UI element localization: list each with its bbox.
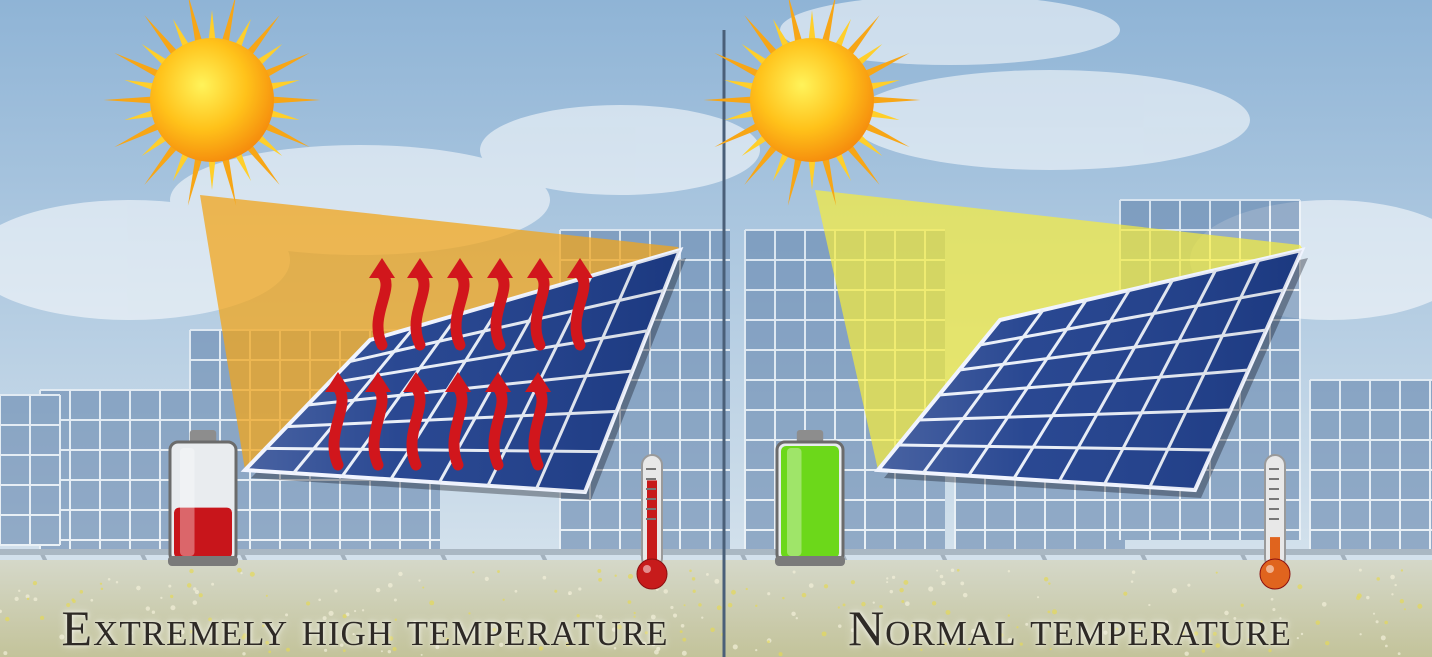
heat-arrow-icon xyxy=(490,268,510,351)
thermometer-icon xyxy=(1259,454,1291,590)
heat-arrow-icon xyxy=(372,268,392,351)
battery-level xyxy=(174,507,232,558)
heat-arrow-icon xyxy=(570,268,590,351)
battery-icon xyxy=(168,430,238,566)
thermometer-level xyxy=(1270,537,1280,568)
sun-disc xyxy=(150,38,274,162)
sun-icon xyxy=(703,0,921,206)
ground-flowers xyxy=(0,567,1423,657)
heat-arrow-icon xyxy=(528,382,548,471)
left-panel xyxy=(103,0,686,590)
heat-arrow-icon xyxy=(410,268,430,351)
battery-level xyxy=(781,446,839,558)
sun-icon xyxy=(103,0,321,206)
right-panel xyxy=(703,0,1308,590)
heat-arrow-icon xyxy=(328,382,348,471)
sun-disc xyxy=(750,38,874,162)
caption-normal-temperature: Normal temperature xyxy=(848,600,1292,656)
heat-arrow-icon xyxy=(368,382,388,471)
heat-arrow-icon xyxy=(530,268,550,351)
heat-arrow-icon xyxy=(406,382,426,471)
caption-extreme-temperature: Extremely high temperature xyxy=(61,600,669,656)
solar-panel-icon xyxy=(873,247,1308,498)
heat-arrow-icon xyxy=(448,382,468,471)
heat-arrow-icon xyxy=(450,268,470,351)
heat-arrows xyxy=(325,258,593,471)
heat-arrow-icon xyxy=(488,382,508,471)
thermometer-icon xyxy=(636,454,668,590)
ground xyxy=(0,560,1432,657)
battery-icon xyxy=(775,430,845,566)
thermometer-level xyxy=(647,480,657,568)
